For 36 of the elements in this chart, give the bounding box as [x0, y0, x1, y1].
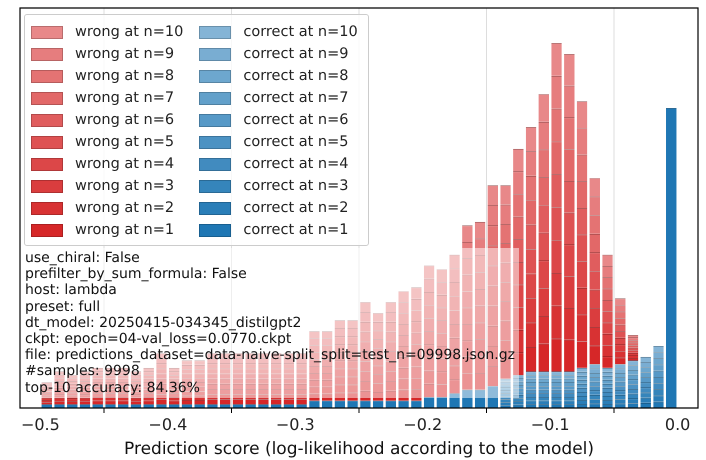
legend-label: correct at n=4 — [243, 156, 348, 172]
legend-label: wrong at n=1 — [75, 222, 174, 238]
legend-label: correct at n=8 — [243, 68, 348, 84]
x-tick-label: −0.4 — [148, 414, 188, 434]
annotation: top-10 accuracy: 84.36% — [25, 380, 201, 396]
x-tick-label: 0.0 — [664, 414, 690, 434]
legend-label: correct at n=9 — [243, 46, 348, 62]
legend-label: correct at n=10 — [243, 24, 358, 40]
legend-label: wrong at n=2 — [75, 200, 174, 216]
legend-label: correct at n=6 — [243, 112, 348, 128]
annotation: preset: full — [25, 298, 102, 315]
legend-label: wrong at n=10 — [75, 24, 184, 40]
annotation: #samples: 9998 — [25, 363, 141, 380]
legend-label: correct at n=1 — [243, 222, 348, 238]
x-tick-label: −0.1 — [530, 414, 570, 434]
legend-label: correct at n=3 — [243, 178, 348, 194]
legend-label: correct at n=7 — [243, 90, 348, 106]
legend-label: correct at n=2 — [243, 200, 348, 216]
legend-label: wrong at n=8 — [75, 68, 174, 84]
legend-label: correct at n=5 — [243, 134, 348, 150]
legend-label: wrong at n=9 — [75, 46, 174, 62]
x-tick-label: −0.3 — [276, 414, 315, 434]
annotation: prefilter_by_sum_formula: False — [25, 266, 248, 282]
x-tick-label: −0.5 — [20, 414, 60, 434]
x-axis-title: Prediction score (log-likelihood according to the model) — [124, 439, 594, 460]
x-tick-label: −0.2 — [403, 414, 442, 434]
annotation: use_chiral: False — [25, 250, 141, 266]
legend-label: wrong at n=5 — [75, 134, 174, 150]
annotation: dt_model: 20250415-034345_distilgpt2 — [25, 314, 302, 332]
legend-label: wrong at n=3 — [75, 178, 174, 194]
annotation: file: predictions_dataset=data-naive-split_split=test_n=09998.json.gz — [25, 347, 515, 364]
annotation: host: lambda — [25, 282, 118, 299]
legend-label: wrong at n=7 — [75, 90, 174, 106]
legend-label: wrong at n=4 — [75, 156, 174, 172]
legend-label: wrong at n=6 — [75, 112, 174, 128]
annotation: ckpt: epoch=04-val_loss=0.0770.ckpt — [25, 331, 292, 348]
